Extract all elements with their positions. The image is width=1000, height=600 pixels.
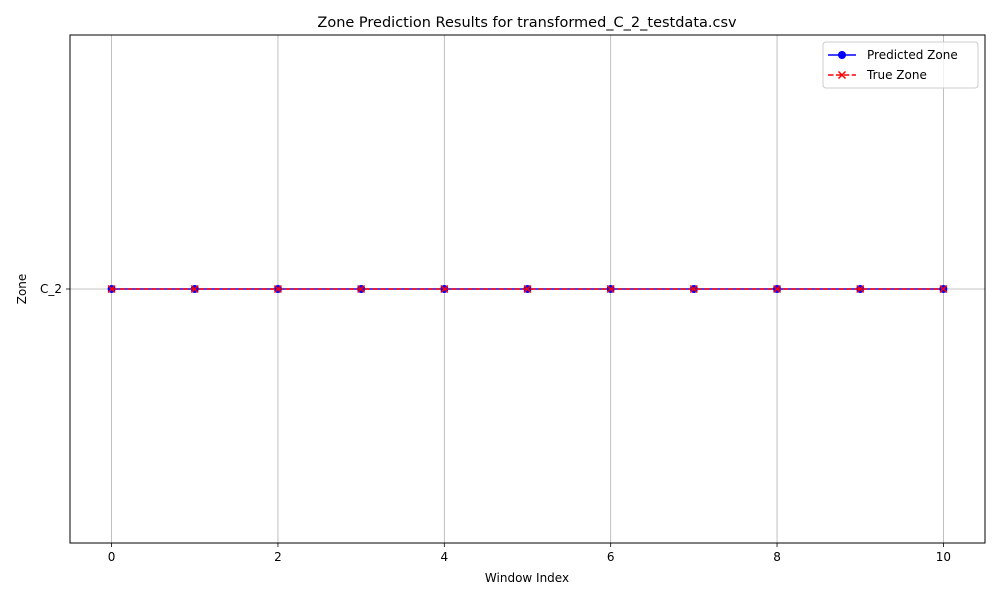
x-tick-label: 0	[108, 550, 116, 564]
x-axis-ticks: 0 2 4 6 8 10	[108, 543, 951, 564]
data-point	[606, 284, 615, 294]
data-point	[689, 284, 698, 294]
legend-label: Predicted Zone	[867, 48, 958, 62]
x-tick-label: 10	[936, 550, 951, 564]
chart-title: Zone Prediction Results for transformed_…	[317, 15, 737, 31]
data-point	[939, 284, 948, 294]
legend-marker	[838, 51, 846, 59]
data-point	[107, 284, 116, 294]
x-tick-label: 6	[607, 550, 615, 564]
y-tick-label: C_2	[40, 282, 62, 296]
x-tick-label: 8	[773, 550, 781, 564]
data-point	[190, 284, 199, 294]
legend: Predicted Zone True Zone	[822, 41, 979, 89]
legend-entry: True Zone	[828, 68, 927, 82]
data-point	[856, 284, 865, 294]
legend-entry: Predicted Zone	[828, 48, 958, 62]
data-point	[357, 284, 366, 294]
x-tick-label: 2	[274, 550, 282, 564]
legend-box	[822, 41, 979, 89]
data-point	[273, 284, 282, 294]
y-axis-ticks: C_2	[40, 282, 70, 296]
data-point	[773, 284, 782, 294]
series-true-zone	[107, 284, 948, 294]
legend-marker	[837, 70, 847, 80]
y-axis-label: Zone	[15, 274, 29, 305]
data-point	[523, 284, 532, 294]
x-tick-label: 4	[440, 550, 448, 564]
x-axis-label: Window Index	[485, 571, 569, 585]
legend-label: True Zone	[866, 68, 927, 82]
data-point	[440, 284, 449, 294]
series-lines	[107, 284, 948, 294]
